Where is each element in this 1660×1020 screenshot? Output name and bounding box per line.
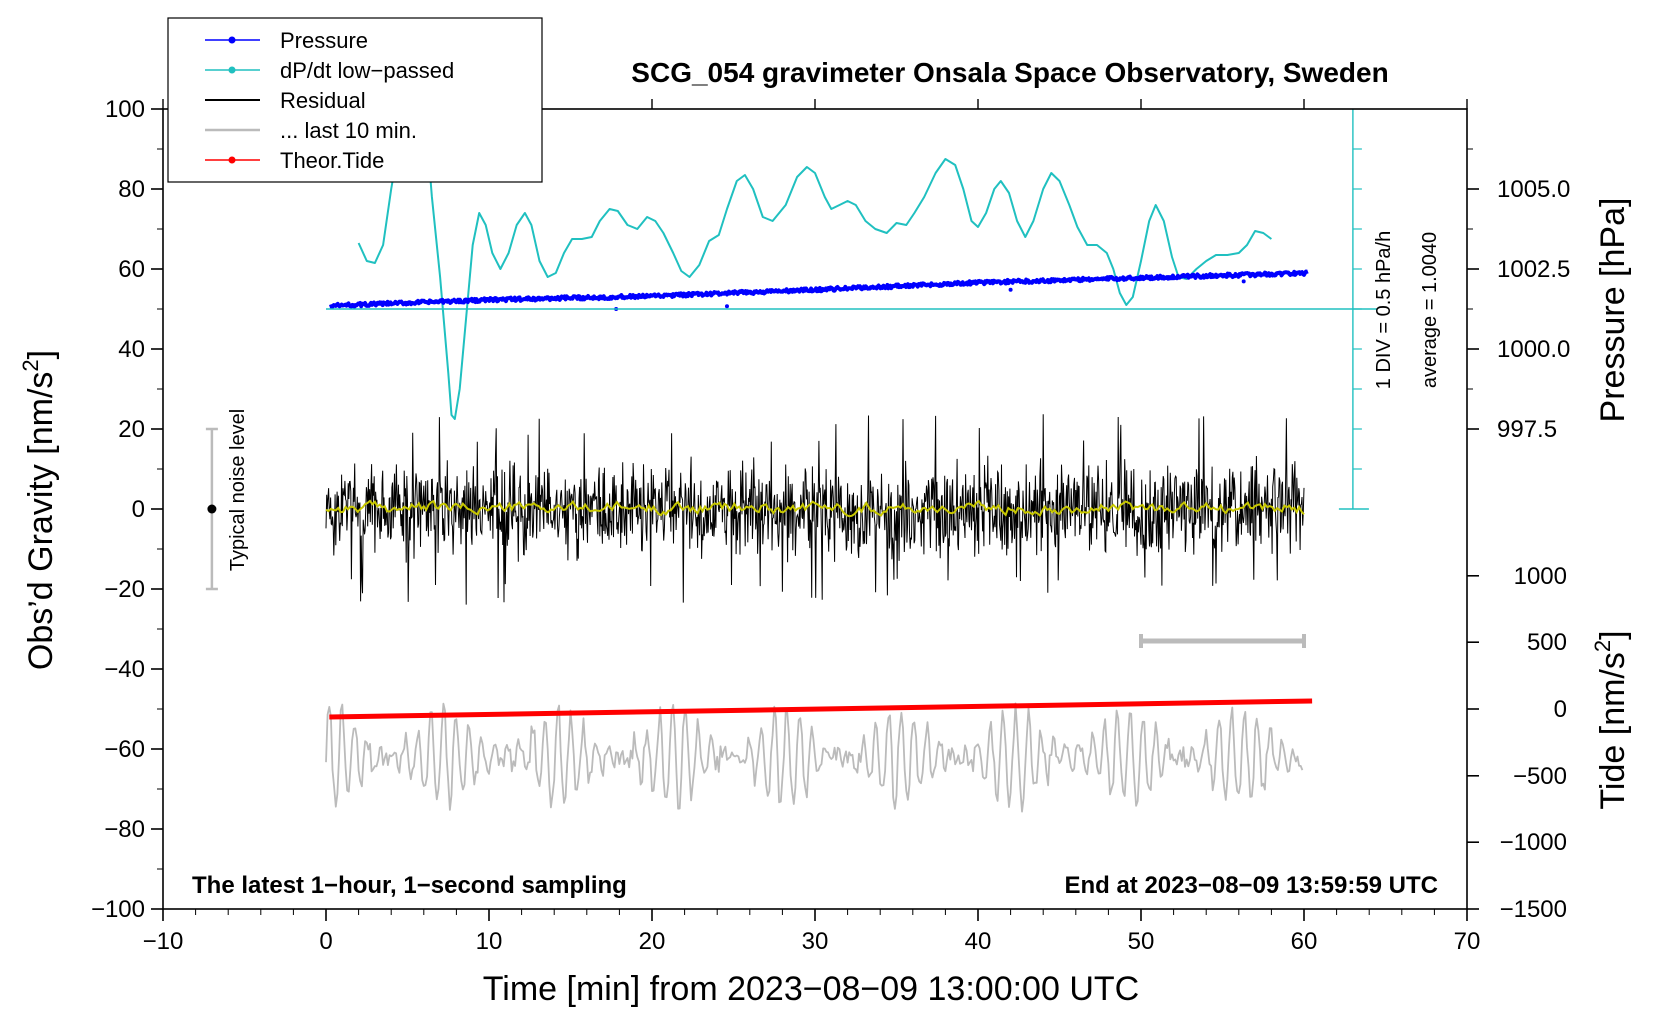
y-tick-label: 20 [118,416,145,443]
legend-label-last10: ... last 10 min. [280,118,417,143]
x-tick-label: 0 [319,928,332,955]
chart-title: SCG_054 gravimeter Onsala Space Observat… [631,57,1388,88]
x-tick-label: 50 [1128,928,1155,955]
data-series [325,108,1313,813]
y-axis-label-tide-text: Tide [nm/s [1594,652,1632,809]
noise-level-label: Typical noise level [227,409,249,571]
y-axis-label-pressure: Pressure [hPa] [1594,198,1632,423]
legend-marker-dpdt [228,66,236,74]
legend-label-tide: Theor.Tide [280,148,384,173]
series-last10-line [325,702,1304,813]
x-tick-label: 20 [639,928,666,955]
y-axis-label-gravity-close: ] [22,350,60,359]
y-axis-label-gravity: Obs’d Gravity [nm/s2] [18,350,60,670]
y-axis-label-tide-sup: 2 [1590,640,1615,652]
y-tick-label: −20 [104,576,145,603]
legend: Pressure dP/dt low−passed Residual ... l… [167,17,543,183]
y-tick-label: 40 [118,336,145,363]
x-tick-label: 10 [476,928,503,955]
tide-tick-label: 500 [1527,629,1567,656]
legend-label-dpdt: dP/dt low−passed [280,58,454,83]
y-axis-label-gravity-sup: 2 [18,359,43,371]
y-axis-label-tide-close: ] [1594,630,1632,639]
axis-ticks: −10 0 10 20 30 40 50 60 70−100−80−60−40−20020406… [91,96,1570,955]
y-axis-label-tide: Tide [nm/s2] [1590,630,1632,809]
tide-tick-label: −1500 [1500,896,1567,923]
y-tick-label: 0 [132,496,145,523]
pressure-tick-label: 997.5 [1497,416,1557,443]
legend-label-residual: Residual [280,88,366,113]
noise-center-dot [207,504,217,514]
tide-tick-label: 1000 [1514,563,1567,590]
series-residual-smoothed-line [325,499,1305,518]
series-dpdt-line [357,108,1272,420]
plot-frame [162,108,1468,910]
annotation-end-time: End at 2023−08−09 13:59:59 UTC [1064,872,1438,899]
series-pressure-point [1241,279,1246,284]
y-axis-label-gravity-text: Obs’d Gravity [nm/s [22,372,60,671]
x-tick-label: 70 [1454,928,1481,955]
pressure-tick-label: 1005.0 [1497,176,1570,203]
x-tick-label: 40 [965,928,992,955]
y-tick-label: 80 [118,176,145,203]
pressure-tick-label: 1000.0 [1497,336,1570,363]
y-tick-label: −80 [104,816,145,843]
x-axis-label: Time [min] from 2023−08−09 13:00:00 UTC [483,970,1139,1008]
x-tick-label: −10 [143,928,184,955]
y-tick-label: −40 [104,656,145,683]
legend-marker-pressure [228,36,236,44]
series-pressure-point [1008,287,1013,292]
dpdt-scale-div-label: 1 DIV = 0.5 hPa/h [1373,231,1395,389]
legend-label-pressure: Pressure [280,28,368,53]
tide-tick-label: −500 [1513,763,1567,790]
x-tick-label: 60 [1291,928,1318,955]
series-pressure-point [724,304,729,309]
series-pressure-line [329,269,1309,310]
y-tick-label: −100 [91,896,145,923]
tide-tick-label: −1000 [1500,829,1567,856]
y-tick-label: −60 [104,736,145,763]
y-tick-label: 60 [118,256,145,283]
legend-marker-tide [228,156,236,164]
chart-annotations-marks [205,109,1378,648]
series-tide-line [329,698,1313,720]
tide-tick-label: 0 [1554,696,1567,723]
x-tick-label: 30 [802,928,829,955]
series-residual-line [325,414,1305,605]
y-tick-label: 100 [105,96,145,123]
pressure-tick-label: 1002.5 [1497,256,1570,283]
dpdt-scale-average-label: average = 1.0040 [1419,232,1441,388]
annotation-latest-hour: The latest 1−hour, 1−second sampling [192,872,627,899]
